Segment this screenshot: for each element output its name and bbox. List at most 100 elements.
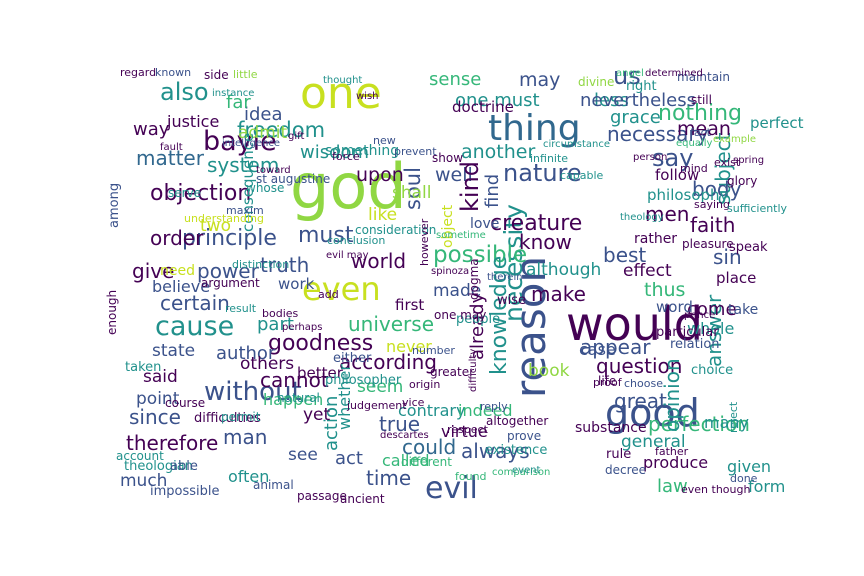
cloud-word: nevertheless	[580, 90, 696, 111]
cloud-word: better	[297, 364, 344, 382]
cloud-word: argument	[201, 276, 260, 290]
cloud-word: comparison	[492, 467, 550, 478]
cloud-word: goodness	[268, 331, 373, 356]
cloud-word: book	[528, 361, 570, 381]
cloud-word: found	[455, 470, 487, 483]
cloud-word: known	[155, 66, 191, 79]
cloud-word: freedom	[237, 118, 325, 142]
cloud-word: force	[332, 150, 360, 163]
cloud-word: show	[432, 151, 463, 165]
cloud-word: st augustine	[256, 172, 330, 186]
cloud-word: greater	[430, 365, 474, 379]
cloud-word: first	[395, 296, 424, 314]
cloud-word: example	[713, 134, 756, 145]
cloud-word: answer	[702, 294, 726, 367]
cloud-word: reject	[727, 401, 740, 433]
cloud-word: yet	[303, 405, 331, 425]
cloud-word: given	[727, 457, 771, 476]
cloud-word: however	[418, 218, 431, 266]
cloud-word: virtue	[441, 422, 488, 441]
cloud-word: give	[132, 259, 174, 283]
cloud-word: new	[373, 134, 396, 147]
cloud-word: judgement	[346, 399, 407, 412]
cloud-word: find	[482, 174, 503, 208]
cloud-word: choice	[691, 363, 733, 378]
cloud-word: whole	[687, 319, 734, 338]
cloud-word: even though	[681, 483, 750, 496]
cloud-word: point	[136, 389, 180, 409]
cloud-word: many	[704, 413, 749, 432]
cloud-word: another	[461, 141, 535, 163]
cloud-word: number	[412, 344, 455, 357]
cloud-word: must	[298, 223, 354, 248]
cloud-word: system	[207, 153, 279, 177]
cloud-word: circumstance	[543, 139, 610, 150]
cloud-word: maxim	[226, 204, 264, 217]
cloud-word: true	[379, 412, 420, 436]
cloud-word: equally	[676, 138, 713, 149]
cloud-word: kind	[456, 161, 484, 212]
cloud-word: admit	[238, 123, 287, 143]
cloud-word: capable	[560, 169, 604, 182]
cloud-word: distinction	[232, 258, 289, 271]
cloud-word: place	[716, 269, 756, 287]
cloud-word: rule	[606, 447, 631, 462]
cloud-word: act	[335, 448, 363, 469]
cloud-word: prove	[507, 429, 541, 443]
cloud-word: evil	[425, 471, 478, 506]
cloud-word: evil may	[326, 250, 369, 261]
cloud-word: origin	[409, 378, 440, 391]
cloud-word: exist	[714, 156, 741, 169]
cloud-word: still	[691, 93, 712, 107]
cloud-word: father	[655, 445, 689, 458]
cloud-word: spinoza	[431, 266, 469, 277]
cloud-word: life	[598, 374, 616, 388]
cloud-word: come	[687, 299, 737, 320]
cloud-word: permit	[221, 410, 261, 424]
cloud-word: law	[657, 476, 688, 497]
cloud-word: produce	[643, 453, 708, 472]
cloud-word: perhaps	[282, 322, 322, 333]
cloud-word: maintain	[677, 70, 730, 84]
cloud-word: see	[288, 445, 318, 465]
cloud-word: without	[204, 377, 302, 407]
cloud-word: substance	[575, 420, 647, 436]
cloud-word: saying	[694, 198, 730, 211]
cloud-word: great	[614, 389, 667, 413]
cloud-word: time	[366, 466, 411, 490]
cloud-word: philosophy	[647, 186, 729, 204]
cloud-word: follow	[655, 166, 699, 184]
cloud-word: need	[160, 263, 195, 279]
cloud-word: case	[579, 340, 616, 359]
cloud-word: fault	[160, 142, 183, 153]
cloud-word: good	[605, 391, 700, 435]
cloud-word: sense	[429, 69, 481, 90]
cloud-word: enough	[105, 290, 119, 335]
cloud-word: ancient	[340, 492, 385, 506]
cloud-word: certain	[160, 291, 230, 315]
cloud-word: body	[692, 177, 742, 201]
cloud-word: proof	[593, 376, 623, 389]
cloud-word: grace	[610, 107, 661, 128]
cloud-word: idea	[244, 104, 283, 125]
cloud-word: part	[257, 314, 294, 335]
cloud-word: mean	[677, 118, 731, 140]
cloud-word: consequence	[239, 133, 257, 232]
cloud-word: therein	[487, 272, 523, 283]
cloud-word: may	[519, 69, 560, 91]
cloud-word: effect	[623, 261, 672, 281]
cloud-word: make	[531, 282, 586, 306]
cloud-word: cause	[155, 311, 234, 342]
cloud-word: best	[603, 243, 646, 267]
cloud-word: wise	[497, 293, 526, 308]
cloud-word: since	[129, 405, 181, 429]
cloud-word: either	[333, 351, 372, 366]
cloud-word: say	[652, 144, 693, 172]
cloud-word: result	[225, 302, 257, 315]
cloud-word: add	[318, 288, 339, 301]
cloud-word: different	[401, 455, 452, 469]
cloud-word: us	[613, 62, 641, 90]
cloud-word: prevent	[394, 145, 437, 158]
cloud-word: dogma	[467, 258, 481, 300]
cloud-word: action	[321, 396, 342, 451]
